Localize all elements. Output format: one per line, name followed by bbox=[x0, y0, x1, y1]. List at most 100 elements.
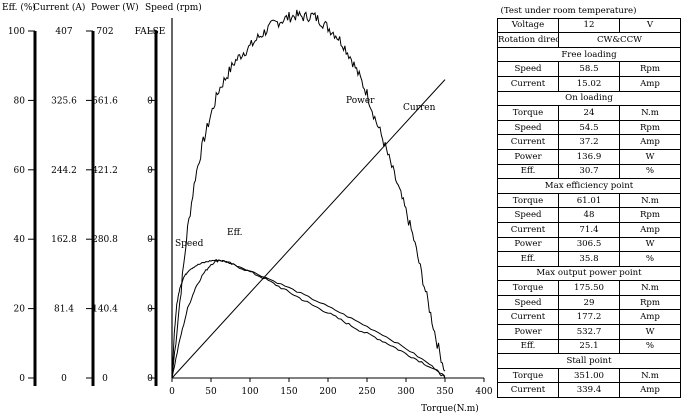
spec-row-name: Voltage bbox=[497, 17, 559, 34]
x-tick-label-8: 400 bbox=[475, 387, 492, 397]
spec-row-unit: W bbox=[619, 236, 681, 253]
spec-row-value: 25.1 bbox=[558, 338, 620, 355]
x-tick-label-2: 100 bbox=[241, 387, 258, 397]
spec-row-name: Current bbox=[497, 309, 559, 326]
spec-row: Current 71.4 Amp bbox=[497, 221, 681, 238]
plot-area: 0 50 100 150 200 250 300 350 400 Torque(N.m) Power… bbox=[169, 9, 493, 414]
spec-row-unit: Rpm bbox=[619, 61, 681, 77]
tick-label-3-1: 0 bbox=[147, 96, 153, 106]
tick-label-0-1: 80 bbox=[14, 96, 26, 106]
spec-row-unit: Rpm bbox=[619, 294, 681, 311]
spec-row-value: 175.50 bbox=[558, 280, 620, 296]
spec-section-row: Max efficiency point bbox=[497, 178, 681, 194]
spec-row-unit: Amp bbox=[619, 309, 681, 326]
x-axis-title: Torque(N.m) bbox=[421, 403, 479, 414]
spec-row-unit: N.m bbox=[619, 280, 681, 296]
motor-performance-chart: Eff. (%)Current (A) Power (W) Speed (rpm) 1… bbox=[2, 2, 493, 414]
spec-row: Rotation directionCW&CCW bbox=[497, 32, 681, 48]
spec-row-value: 35.8 bbox=[558, 251, 620, 267]
spec-section-row: On loading bbox=[497, 90, 681, 107]
spec-row-unit: Rpm bbox=[619, 207, 681, 223]
spec-row-value: 58.5 bbox=[558, 61, 620, 77]
x-tick-label-4: 200 bbox=[319, 387, 336, 397]
tick-label-0-2: 60 bbox=[14, 166, 26, 176]
spec-section-label: Stall point bbox=[497, 353, 681, 369]
spec-row-name: Torque bbox=[497, 367, 559, 384]
tick-label-1-3: 162.8 bbox=[51, 235, 77, 245]
spec-row-value: 37.2 bbox=[558, 134, 620, 150]
spec-row-name: Power bbox=[497, 324, 559, 340]
spec-row-value: 339.4 bbox=[558, 382, 620, 399]
spec-row-unit: Amp bbox=[619, 221, 681, 238]
spec-row: Power 532.7 W bbox=[497, 324, 681, 340]
spec-row: Current 177.2 Amp bbox=[497, 309, 681, 326]
spec-row-value: 136.9 bbox=[558, 148, 620, 165]
spec-row-value: 532.7 bbox=[558, 324, 620, 340]
x-tick-label-3: 150 bbox=[280, 387, 297, 397]
spec-section-row: Stall point bbox=[497, 353, 681, 369]
axis-title-3: Speed (rpm) bbox=[145, 2, 202, 13]
spec-row: Current 37.2 Amp bbox=[497, 134, 681, 150]
x-tick-label-6: 300 bbox=[397, 387, 414, 397]
tick-label-1-5: 0 bbox=[61, 374, 67, 384]
x-tick-label-0: 0 bbox=[169, 387, 175, 397]
spec-row-name: Eff. bbox=[497, 251, 559, 267]
series-line-2 bbox=[171, 259, 446, 379]
spec-row-name: Speed bbox=[497, 119, 559, 136]
spec-row: Power 136.9 W bbox=[497, 148, 681, 165]
spec-row-value: 351.00 bbox=[558, 367, 620, 384]
x-tick-label-1: 50 bbox=[205, 387, 217, 397]
spec-row-name: Power bbox=[497, 148, 559, 165]
spec-row-value: 71.4 bbox=[558, 221, 620, 238]
tick-label-3-4: 0 bbox=[147, 305, 153, 315]
tick-label-0-5: 0 bbox=[19, 374, 25, 384]
tick-label-2-1: 561.6 bbox=[92, 96, 118, 106]
spec-row-unit: Amp bbox=[619, 75, 681, 92]
spec-section-label: Max efficiency point bbox=[497, 178, 681, 194]
tick-label-1-0: 407 bbox=[55, 27, 72, 37]
x-tick-label-7: 350 bbox=[436, 387, 453, 397]
axis-title-2: Power (W) bbox=[91, 2, 139, 13]
spec-row-unit: % bbox=[619, 251, 681, 267]
spec-row-name: Eff. bbox=[497, 338, 559, 355]
spec-row: Torque 175.50 N.m bbox=[497, 280, 681, 296]
spec-section-row: Max output power point bbox=[497, 265, 681, 282]
spec-row-value: 48 bbox=[558, 207, 620, 223]
spec-row-name: Rotation direction bbox=[497, 32, 559, 48]
spec-row: Speed 29 Rpm bbox=[497, 294, 681, 311]
spec-row-unit: % bbox=[619, 163, 681, 180]
spec-row-value: 306.5 bbox=[558, 236, 620, 253]
spec-row: Torque 61.01 N.m bbox=[497, 192, 681, 209]
series-label-3: Speed bbox=[175, 239, 204, 249]
spec-section-row: Free loading bbox=[497, 46, 681, 63]
spec-row-unit: Amp bbox=[619, 382, 681, 399]
spec-row-name: Current bbox=[497, 382, 559, 399]
spec-row-unit: Rpm bbox=[619, 119, 681, 136]
tick-label-3-5: 0 bbox=[147, 374, 153, 384]
spec-row-value: 61.01 bbox=[558, 192, 620, 209]
spec-row: Current 339.4 Amp bbox=[497, 382, 681, 399]
spec-row-unit: N.m bbox=[619, 105, 681, 121]
tick-label-2-3: 280.8 bbox=[92, 235, 118, 245]
tick-label-0-4: 20 bbox=[14, 305, 26, 315]
spec-table: (Test under room temperature) Voltage 12 V R… bbox=[497, 4, 681, 399]
tick-label-0-3: 40 bbox=[14, 235, 26, 245]
spec-row-value: 54.5 bbox=[558, 119, 620, 136]
spec-row: Eff. 30.7% bbox=[497, 163, 681, 180]
spec-row: Torque 24 N.m bbox=[497, 105, 681, 121]
series-label-2: Eff. bbox=[227, 228, 243, 238]
tick-label-1-2: 244.2 bbox=[51, 166, 77, 176]
spec-row-value: CW&CCW bbox=[558, 32, 681, 48]
tick-label-1-4: 81.4 bbox=[54, 305, 74, 315]
spec-row-value: 24 bbox=[558, 105, 620, 121]
spec-row-name: Current bbox=[497, 75, 559, 92]
spec-row-name: Speed bbox=[497, 294, 559, 311]
spec-row-value: 30.7 bbox=[558, 163, 620, 180]
tick-label-2-2: 421.2 bbox=[92, 166, 118, 176]
spec-row-name: Current bbox=[497, 134, 559, 150]
spec-row: Eff. 35.8% bbox=[497, 251, 681, 267]
spec-table-note-row: (Test under room temperature) bbox=[497, 4, 681, 19]
x-tick-label-5: 250 bbox=[358, 387, 375, 397]
spec-row-name: Torque bbox=[497, 192, 559, 209]
spec-row: Voltage 12 V bbox=[497, 17, 681, 34]
